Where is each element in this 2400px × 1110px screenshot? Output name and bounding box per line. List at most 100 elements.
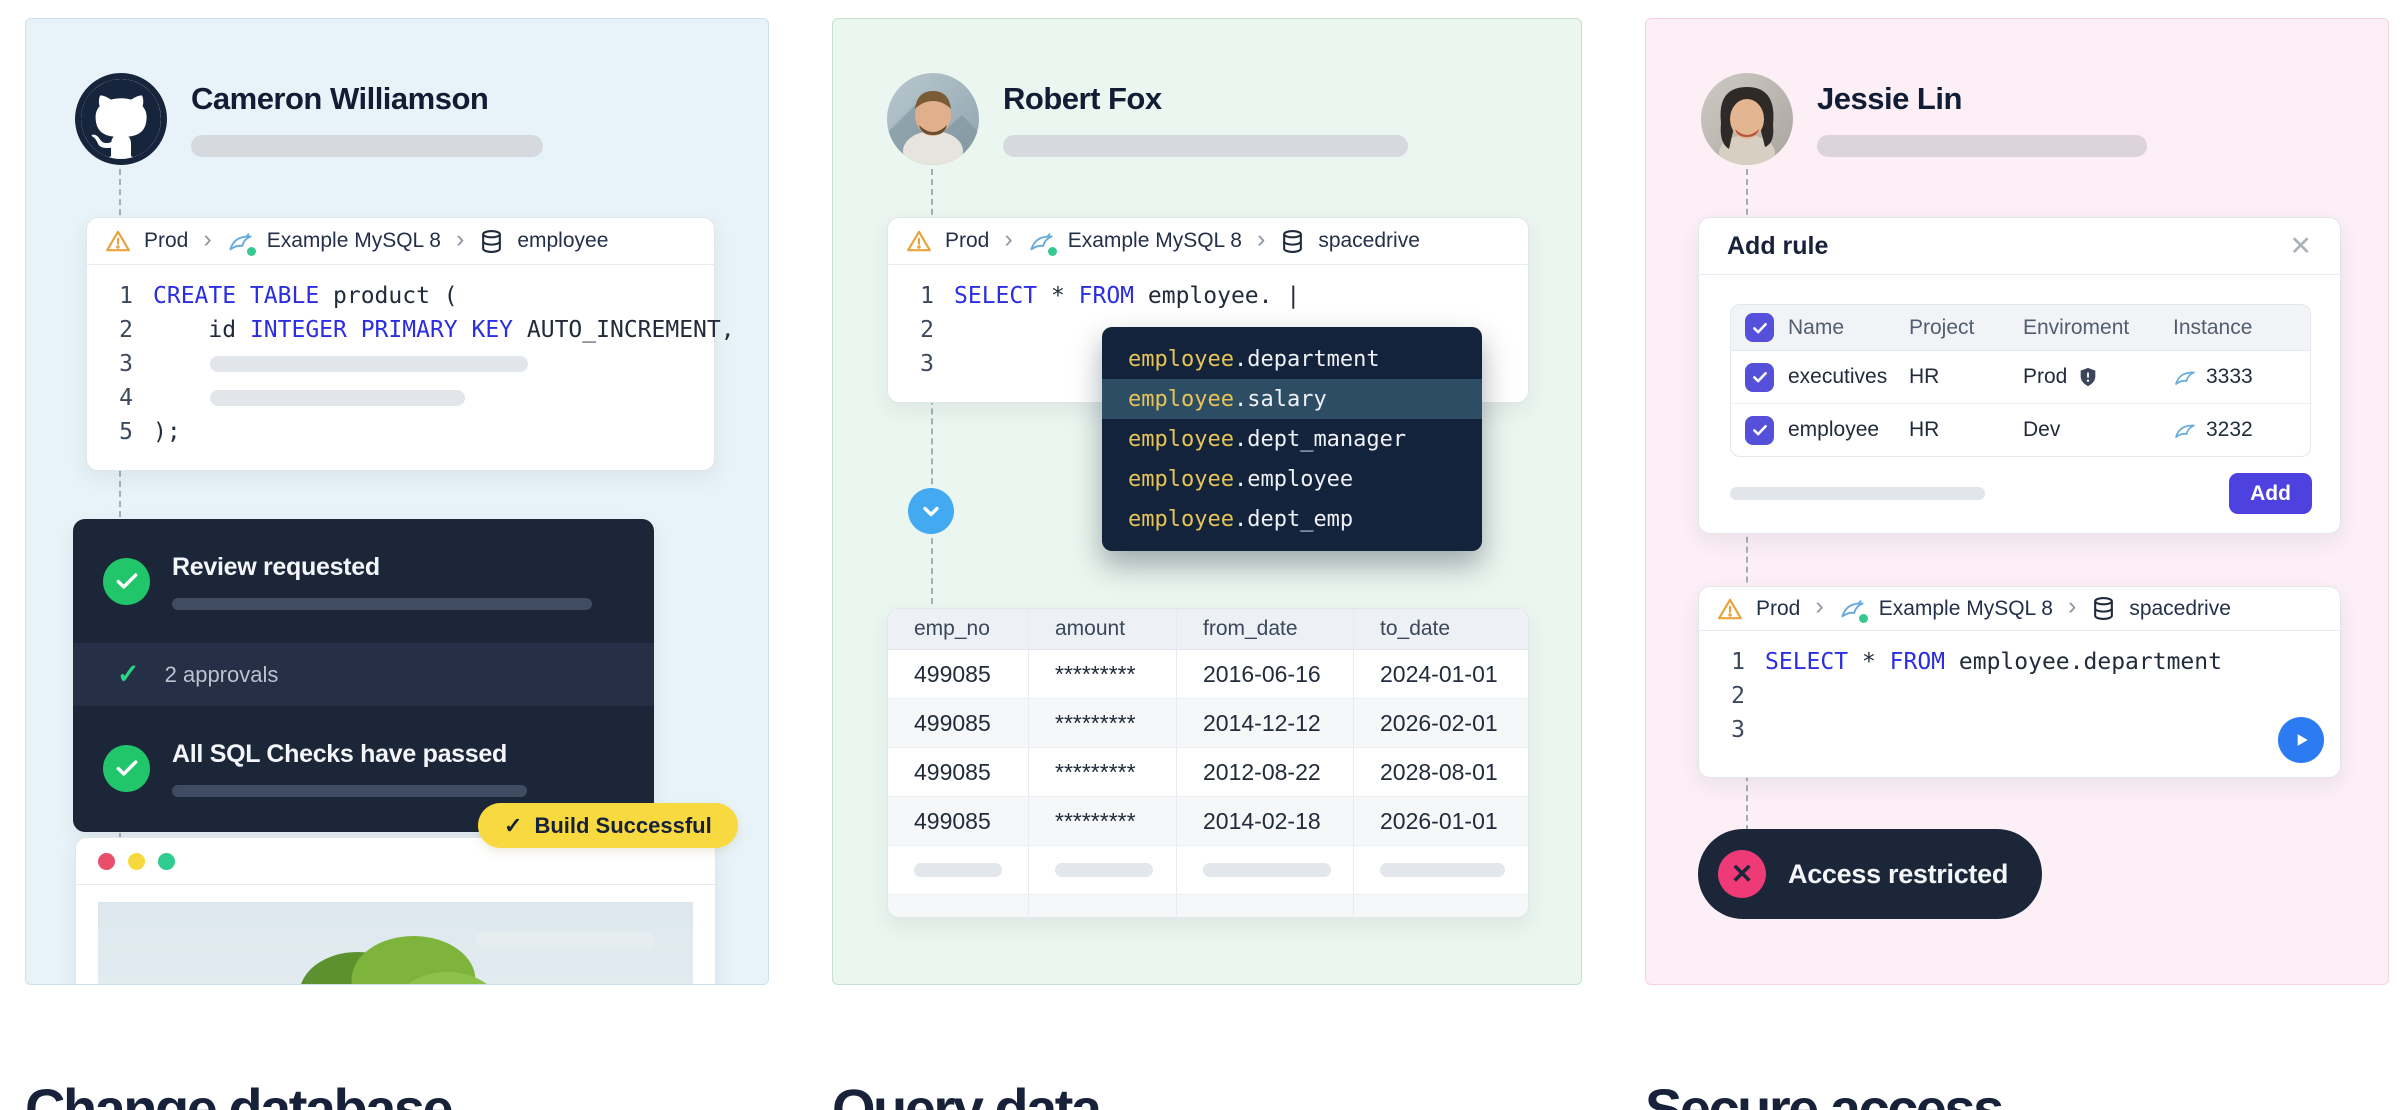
status-dot [1047, 246, 1057, 256]
breadcrumb-database[interactable]: employee [517, 229, 609, 252]
skeleton-bar [1003, 135, 1408, 157]
warning-icon [1717, 596, 1743, 622]
breadcrumb-environment[interactable]: Prod [945, 229, 990, 252]
breadcrumb-environment[interactable]: Prod [144, 229, 189, 252]
select-all-checkbox[interactable] [1745, 313, 1774, 342]
shield-icon [2081, 367, 2096, 387]
avatar-photo [887, 73, 979, 165]
rule-row: executives HR Prod 3333 [1731, 351, 2310, 403]
autocomplete-dropdown: employee .department employee .salary empl… [1102, 327, 1482, 551]
column-header: Enviroment [2023, 315, 2130, 339]
skeleton-code-line [210, 356, 528, 372]
panel-change-database: Cameron Williamson Prod › Example MySQL … [25, 18, 769, 985]
mysql-icon [1839, 595, 1868, 623]
breadcrumb-database[interactable]: spacedrive [2129, 596, 2231, 620]
text-cursor: | [1286, 283, 1301, 309]
table-row: 499085 ********* 2016-06-16 2024-01-01 [888, 650, 1528, 699]
run-query-button[interactable] [2278, 717, 2324, 763]
section-heading-change-database: Change database [25, 1077, 454, 1110]
chevron-right-icon: › [455, 224, 465, 253]
build-successful-badge: ✓ Build Successful [478, 803, 738, 848]
query-result-table: emp_no amount from_date to_date 499085 **… [887, 608, 1529, 918]
column-header: Name [1788, 315, 1845, 339]
close-dot-icon [98, 852, 115, 870]
database-icon [1280, 229, 1305, 254]
skeleton-bar [1817, 135, 2147, 157]
connector-line [119, 169, 121, 849]
panel-secure-access: Jessie Lin Add rule ✕ Name Project Envir… [1645, 18, 2389, 985]
chevron-right-icon: › [1256, 224, 1266, 253]
maximize-dot-icon [158, 852, 175, 870]
breadcrumb-database[interactable]: spacedrive [1318, 229, 1420, 252]
autocomplete-item[interactable]: employee .department [1128, 346, 1380, 372]
warning-icon [906, 228, 932, 254]
table-row: 499085 ********* 2014-02-18 2026-01-01 [888, 797, 1528, 846]
breadcrumb-instance[interactable]: Example MySQL 8 [1067, 229, 1242, 252]
skeleton-bar [1730, 487, 1985, 500]
user-name: Jessie Lin [1817, 81, 1962, 116]
database-icon [479, 229, 504, 254]
add-rule-modal: Add rule ✕ Name Project Enviroment Insta… [1698, 217, 2341, 534]
code-area[interactable]: 1 SELECT * FROM employee. | 2 3 [920, 283, 1301, 377]
breadcrumb-environment[interactable]: Prod [1756, 596, 1801, 620]
skeleton-bar [191, 135, 543, 157]
approvals-row: ✓ 2 approvals [73, 643, 654, 706]
user-name: Robert Fox [1003, 81, 1162, 116]
chevron-right-icon: › [2067, 592, 2077, 620]
autocomplete-item-selected[interactable]: employee .salary [1102, 379, 1482, 419]
row-checkbox[interactable] [1745, 415, 1774, 445]
breadcrumb: Prod › Example MySQL 8 › employee [87, 218, 714, 265]
column-header: Instance [2173, 315, 2253, 339]
breadcrumb-instance[interactable]: Example MySQL 8 [266, 229, 441, 252]
scroll-down-button[interactable] [908, 488, 954, 534]
user-name: Cameron Williamson [191, 81, 489, 116]
review-status-card: Review requested ✓ 2 approvals All SQL C… [73, 519, 654, 832]
browser-window [75, 837, 716, 984]
add-button[interactable]: Add [2229, 473, 2312, 514]
warning-icon [105, 228, 131, 254]
breadcrumb: Prod › Example MySQL 8 › spacedrive [888, 218, 1528, 265]
skeleton-bar [172, 784, 527, 797]
build-successful-label: Build Successful [534, 812, 712, 838]
section-heading-query-data: Query data [832, 1077, 1102, 1110]
github-octocat-icon [81, 79, 161, 158]
database-icon [2091, 596, 2116, 621]
breadcrumb-instance[interactable]: Example MySQL 8 [1878, 596, 2053, 620]
column-header: emp_no [888, 609, 1029, 649]
check-circle-icon [103, 557, 150, 605]
autocomplete-item[interactable]: employee .dept_manager [1128, 426, 1407, 452]
skeleton-code-line [210, 390, 465, 406]
minimize-dot-icon [128, 852, 145, 870]
website-hero-image [98, 902, 693, 984]
code-area[interactable]: 1 CREATE TABLE product ( 2 id INTEGER PRI… [119, 283, 735, 445]
check-icon: ✓ [117, 659, 140, 689]
mysql-icon [227, 228, 256, 256]
status-dot [246, 246, 256, 256]
skeleton-bar [172, 597, 592, 610]
chevron-right-icon: › [1815, 592, 1824, 620]
check-circle-icon [103, 744, 150, 792]
denied-x-icon: ✕ [1718, 850, 1766, 898]
avatar-photo [1701, 73, 1793, 165]
table-row: 499085 ********* 2012-08-22 2028-08-01 [888, 748, 1528, 797]
chevron-right-icon: › [1004, 224, 1013, 253]
table-row-empty [888, 895, 1528, 917]
autocomplete-item[interactable]: employee .employee [1128, 466, 1354, 492]
mysql-icon [2175, 371, 2195, 385]
table-row-loading [888, 846, 1528, 895]
row-checkbox[interactable] [1745, 362, 1774, 392]
chevron-right-icon: › [203, 224, 212, 253]
chevron-down-icon [923, 506, 939, 517]
review-requested-title: Review requested [172, 552, 380, 581]
check-icon: ✓ [504, 812, 523, 838]
close-icon[interactable]: ✕ [2289, 230, 2312, 261]
autocomplete-item[interactable]: employee .dept_emp [1128, 506, 1354, 532]
approvals-label: 2 approvals [164, 661, 279, 687]
column-header: Project [1909, 315, 1975, 339]
mysql-icon [2175, 424, 2195, 438]
modal-title: Add rule [1727, 231, 1829, 260]
code-area[interactable]: 1 SELECT * FROM employee.department 2 3 [1731, 649, 2222, 743]
sql-editor-card: Prod › Example MySQL 8 › spacedrive 1 SEL… [1698, 586, 2341, 778]
tree [301, 936, 487, 984]
